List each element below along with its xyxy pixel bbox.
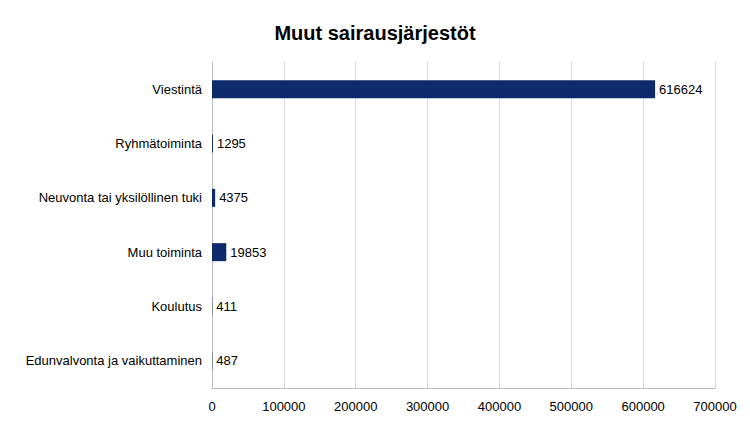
svg-text:100000: 100000	[262, 399, 305, 414]
svg-text:1295: 1295	[217, 136, 246, 151]
svg-text:Muut sairausjärjestöt: Muut sairausjärjestöt	[274, 22, 476, 44]
svg-text:Koulutus: Koulutus	[151, 299, 202, 314]
svg-text:Neuvonta tai yksilöllinen tuki: Neuvonta tai yksilöllinen tuki	[39, 190, 202, 205]
svg-text:200000: 200000	[334, 399, 377, 414]
svg-text:4375: 4375	[219, 190, 248, 205]
svg-text:500000: 500000	[550, 399, 593, 414]
svg-text:Muu toiminta: Muu toiminta	[128, 245, 203, 260]
svg-text:Ryhmätoiminta: Ryhmätoiminta	[115, 136, 202, 151]
svg-text:700000: 700000	[693, 399, 736, 414]
svg-text:600000: 600000	[621, 399, 664, 414]
svg-text:616624: 616624	[659, 82, 702, 97]
svg-text:487: 487	[216, 353, 238, 368]
svg-text:Edunvalvonta ja vaikuttaminen: Edunvalvonta ja vaikuttaminen	[26, 353, 202, 368]
svg-text:Viestintä: Viestintä	[152, 82, 202, 97]
svg-text:0: 0	[208, 399, 215, 414]
svg-text:411: 411	[216, 299, 237, 314]
svg-text:300000: 300000	[406, 399, 449, 414]
svg-text:400000: 400000	[478, 399, 521, 414]
svg-text:19853: 19853	[230, 245, 266, 260]
